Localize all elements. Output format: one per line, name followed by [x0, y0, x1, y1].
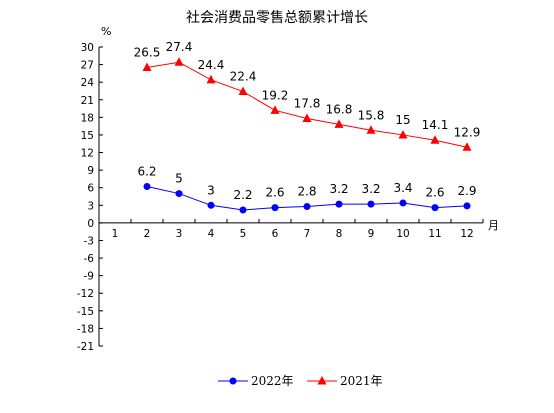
y-tick-label: -15 [77, 306, 94, 318]
data-point [303, 202, 311, 210]
data-point [175, 190, 183, 198]
data-point [174, 57, 184, 66]
series-1: 6.2 5 3 2.2 2.6 2.8 3.2 3.2 3.4 2.6 2.9 [137, 165, 477, 214]
y-tick-label: 18 [81, 112, 94, 124]
data-point [430, 135, 440, 144]
data-label: 17.8 [294, 97, 321, 111]
data-label: 5 [175, 172, 183, 186]
data-point [207, 201, 215, 209]
data-label: 2.6 [425, 186, 444, 200]
chart-title: 社会消费品零售总额累计增长 [186, 10, 368, 26]
data-label: 27.4 [166, 40, 193, 54]
y-tick-label: 0 [87, 218, 94, 230]
data-label: 15 [395, 113, 410, 127]
data-point [143, 183, 151, 191]
data-point [206, 74, 216, 84]
legend-label: 2022年 [251, 374, 294, 388]
y-tick-label: -6 [84, 253, 95, 265]
data-point [335, 200, 343, 208]
data-label: 2.2 [233, 188, 252, 202]
x-axis-ticks: 1 2 3 4 5 6 7 8 9 10 11 12 [112, 218, 484, 240]
data-point [142, 62, 152, 72]
data-label: 3.2 [361, 182, 380, 196]
data-point [239, 206, 247, 214]
data-label: 22.4 [230, 70, 257, 84]
data-label: 12.9 [454, 125, 481, 139]
data-label: 14.1 [422, 118, 449, 132]
data-label: 26.5 [134, 46, 161, 60]
data-point [366, 125, 376, 134]
x-tick-label: 8 [336, 228, 343, 240]
data-point [398, 129, 408, 139]
y-tick-label: -3 [84, 235, 94, 247]
x-tick-label: 7 [304, 228, 311, 240]
data-label: 3 [207, 183, 215, 197]
y-tick-label: 21 [81, 95, 94, 107]
x-tick-label: 6 [272, 228, 279, 240]
data-label: 6.2 [137, 165, 156, 179]
x-tick-label: 11 [428, 228, 441, 240]
y-tick-label: 27 [81, 60, 94, 72]
y-tick-label: 15 [81, 130, 94, 142]
data-label: 3.4 [393, 181, 412, 195]
data-point [431, 204, 439, 212]
y-tick-label: -12 [77, 288, 94, 300]
data-point [462, 142, 472, 151]
legend: 2022年 2021年 [218, 374, 383, 388]
data-point [271, 204, 279, 212]
y-axis-unit: % [101, 25, 111, 38]
y-tick-label: 9 [87, 165, 94, 177]
y-tick-label: -21 [77, 341, 94, 353]
data-point [463, 202, 471, 210]
data-point [334, 119, 344, 128]
series-2: 26.5 27.4 24.4 22.4 19.2 17.8 16.8 15.8 15 14.1 12… [134, 40, 481, 151]
data-label: 16.8 [326, 102, 353, 116]
y-tick-label: 6 [87, 183, 94, 195]
y-tick-label: -9 [84, 271, 94, 283]
data-point [270, 105, 280, 114]
x-tick-label: 4 [208, 228, 215, 240]
y-tick-label: 30 [81, 42, 94, 54]
data-point [367, 200, 375, 208]
x-axis-unit: 月 [488, 219, 499, 232]
y-tick-label: 3 [87, 200, 94, 212]
data-label: 2.8 [297, 184, 316, 198]
legend-label: 2021年 [340, 374, 383, 388]
y-tick-label: 24 [81, 77, 95, 89]
x-tick-label: 12 [460, 228, 473, 240]
data-label: 2.9 [457, 184, 476, 198]
data-label: 19.2 [262, 88, 289, 102]
data-point [399, 199, 407, 207]
data-label: 2.6 [265, 186, 284, 200]
data-label: 15.8 [358, 108, 385, 122]
x-tick-label: 2 [144, 228, 151, 240]
data-point [302, 113, 312, 123]
legend-marker [229, 377, 237, 385]
legend-marker [317, 376, 327, 385]
x-tick-label: 3 [176, 228, 183, 240]
legend-item: 2021年 [307, 374, 383, 388]
x-tick-label: 9 [368, 228, 375, 240]
y-tick-label: 12 [81, 148, 94, 160]
x-tick-label: 1 [112, 228, 119, 240]
data-point [238, 86, 248, 96]
data-label: 3.2 [329, 182, 348, 196]
y-tick-label: -18 [77, 323, 94, 335]
x-tick-label: 10 [396, 228, 409, 240]
x-tick-label: 5 [240, 228, 247, 240]
series-layer: 6.2 5 3 2.2 2.6 2.8 3.2 3.2 3.4 2.6 2.9 26.5 27.4 24.… [134, 40, 481, 214]
data-label: 24.4 [198, 58, 225, 72]
legend-item: 2022年 [218, 374, 294, 388]
